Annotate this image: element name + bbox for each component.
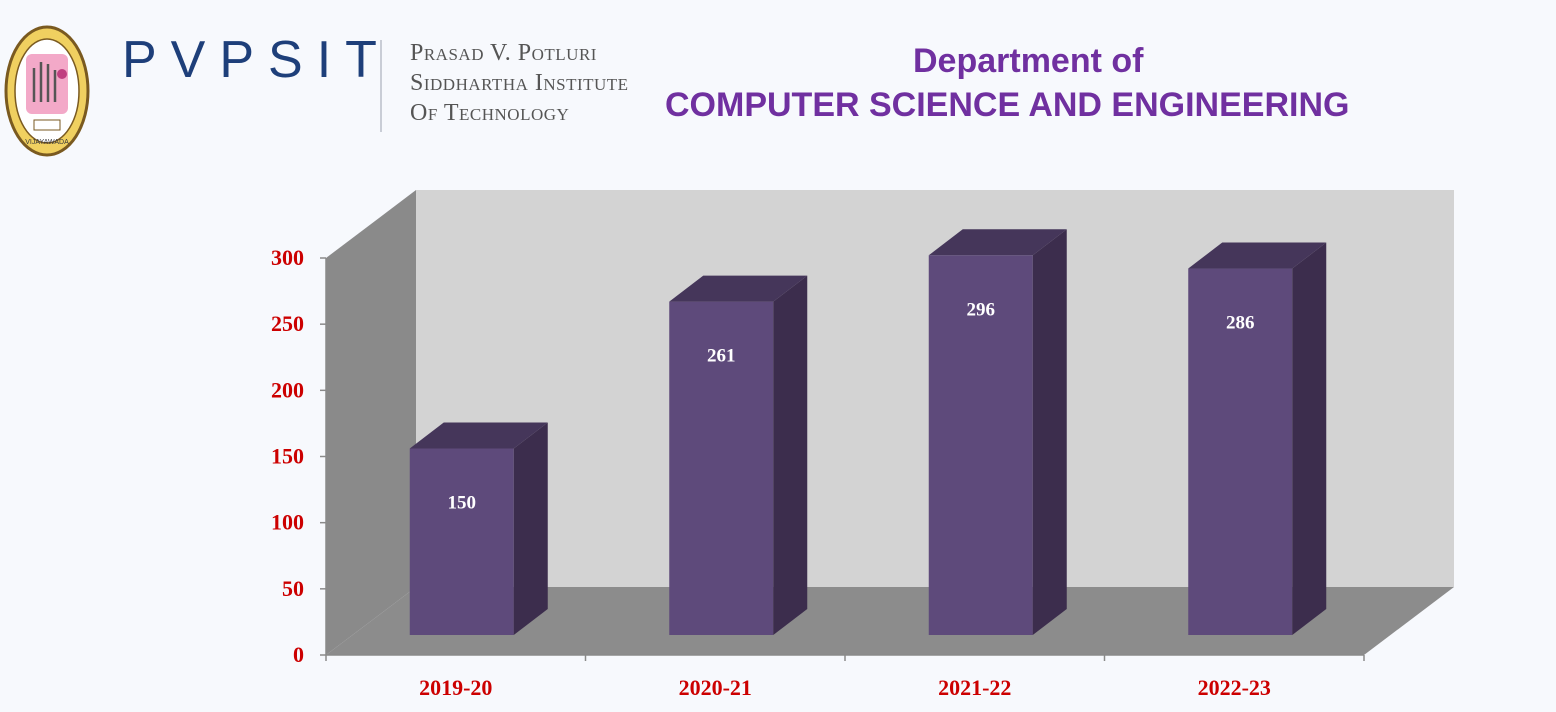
- y-tick-label: 250: [271, 311, 304, 336]
- data-label: 261: [707, 346, 736, 367]
- college-seal-icon: VIJAYAWADA: [4, 25, 90, 157]
- data-label: 296: [967, 299, 996, 320]
- bar: [1188, 242, 1327, 635]
- bar-top: [669, 275, 808, 302]
- institute-line-2: Siddhartha Institute: [410, 70, 629, 96]
- data-label: 286: [1226, 313, 1255, 334]
- y-tick-label: 150: [271, 444, 304, 469]
- x-tick-label: 2019-20: [419, 675, 492, 700]
- bar-side: [1292, 242, 1327, 635]
- header-divider: [380, 40, 382, 132]
- chart-side-wall: [326, 190, 416, 655]
- bar-top: [409, 422, 548, 449]
- y-tick-label: 100: [271, 510, 304, 535]
- bar: [409, 422, 548, 635]
- department-label: Department of: [913, 42, 1144, 80]
- bar-front: [928, 255, 1033, 635]
- x-tick-label: 2020-21: [679, 675, 752, 700]
- institute-name: Prasad V. Potluri Siddhartha Institute O…: [410, 38, 629, 128]
- bar: [928, 229, 1067, 635]
- bar-top: [1188, 242, 1327, 269]
- x-tick-label: 2022-23: [1198, 675, 1271, 700]
- svg-text:VIJAYAWADA: VIJAYAWADA: [25, 139, 69, 146]
- bar-side: [1032, 229, 1067, 635]
- bar-side: [773, 275, 808, 635]
- bar-front: [409, 448, 514, 635]
- department-name: COMPUTER SCIENCE AND ENGINEERING: [665, 86, 1350, 124]
- page-header: VIJAYAWADA PVPSIT Prasad V. Potluri Sidd…: [0, 0, 1556, 170]
- chart-labels: 150 2019-20 261 2020-21 296 2021-22 286 2022-23: [419, 299, 1271, 700]
- y-tick-label: 0: [293, 642, 304, 667]
- brand-name: PVPSIT: [122, 31, 391, 89]
- bar-front: [669, 301, 774, 635]
- x-tick-label: 2021-22: [938, 675, 1011, 700]
- bar-side: [513, 422, 548, 635]
- bar-top: [928, 229, 1067, 256]
- chart-floor: [326, 587, 1454, 655]
- data-label: 150: [448, 493, 477, 514]
- bar: [669, 275, 808, 635]
- y-tick-label: 300: [271, 245, 304, 270]
- institute-line-1: Prasad V. Potluri: [410, 40, 597, 66]
- y-tick-label: 200: [271, 377, 304, 402]
- institute-line-3: Of Technology: [410, 100, 570, 126]
- y-tick-label: 50: [282, 576, 304, 601]
- chart-axes: 0 50 100 150 200 250 300: [271, 245, 1365, 667]
- chart-bars: [409, 229, 1327, 635]
- bar-front: [1188, 268, 1293, 635]
